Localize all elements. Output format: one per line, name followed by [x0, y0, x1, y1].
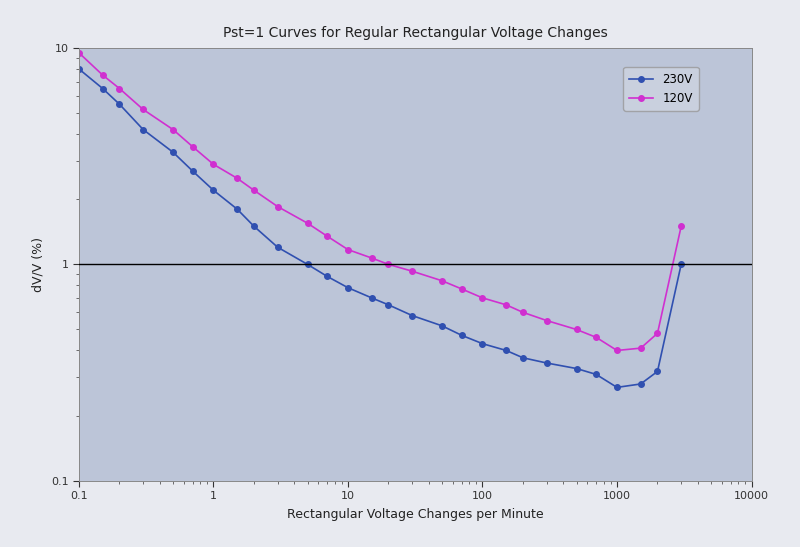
120V — [209, 161, 218, 167]
120V — [138, 106, 148, 113]
230V — [168, 149, 178, 155]
120V — [384, 261, 394, 267]
120V — [653, 330, 662, 336]
X-axis label: Rectangular Voltage Changes per Minute: Rectangular Voltage Changes per Minute — [287, 508, 543, 521]
120V — [636, 345, 646, 351]
120V — [168, 126, 178, 133]
Line: 230V: 230V — [76, 66, 684, 390]
120V — [478, 295, 487, 301]
120V — [518, 309, 528, 316]
120V — [249, 187, 258, 194]
120V — [457, 286, 466, 292]
230V — [98, 85, 107, 92]
230V — [676, 261, 686, 267]
230V — [636, 381, 646, 387]
120V — [322, 233, 332, 240]
230V — [407, 312, 417, 319]
230V — [478, 340, 487, 347]
230V — [273, 244, 282, 251]
120V — [98, 72, 107, 78]
230V — [518, 354, 528, 361]
230V — [612, 384, 622, 391]
230V — [343, 284, 353, 291]
230V — [591, 371, 601, 377]
120V — [407, 268, 417, 275]
230V — [138, 126, 148, 133]
230V — [384, 301, 394, 308]
230V — [114, 101, 124, 108]
120V — [612, 347, 622, 354]
120V — [232, 175, 242, 182]
230V — [74, 66, 84, 72]
120V — [591, 334, 601, 341]
230V — [302, 261, 312, 267]
120V — [343, 246, 353, 253]
120V — [74, 50, 84, 56]
120V — [542, 317, 551, 324]
120V — [188, 143, 198, 150]
120V — [273, 203, 282, 210]
120V — [438, 277, 447, 284]
120V — [502, 301, 511, 308]
Legend: 230V, 120V: 230V, 120V — [623, 67, 698, 110]
230V — [249, 223, 258, 230]
230V — [502, 347, 511, 354]
230V — [542, 360, 551, 366]
230V — [232, 206, 242, 212]
230V — [438, 323, 447, 329]
120V — [114, 85, 124, 92]
Y-axis label: dV/V (%): dV/V (%) — [31, 237, 44, 292]
230V — [457, 332, 466, 339]
Title: Pst=1 Curves for Regular Rectangular Voltage Changes: Pst=1 Curves for Regular Rectangular Vol… — [223, 26, 608, 40]
230V — [188, 168, 198, 174]
120V — [302, 220, 312, 226]
Line: 120V: 120V — [76, 50, 684, 353]
120V — [572, 326, 582, 333]
230V — [572, 365, 582, 372]
230V — [367, 295, 377, 301]
230V — [209, 187, 218, 194]
120V — [676, 223, 686, 230]
230V — [653, 368, 662, 375]
230V — [322, 273, 332, 280]
120V — [367, 255, 377, 261]
